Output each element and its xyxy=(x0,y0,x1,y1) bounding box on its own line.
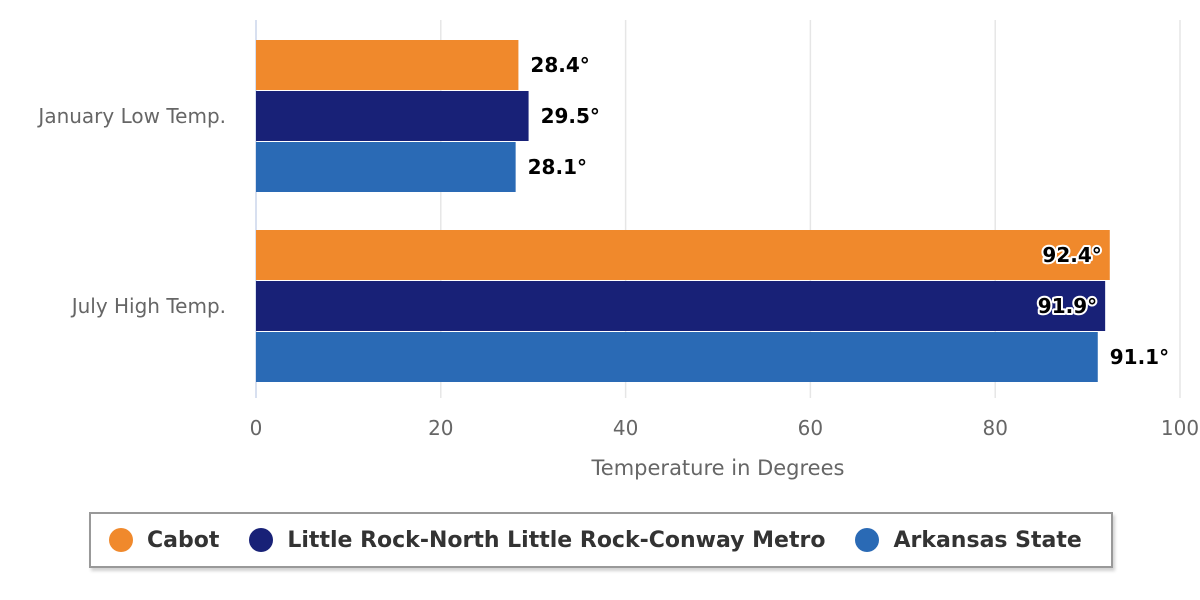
x-tick-label: 20 xyxy=(428,416,453,440)
legend-swatch-cabot xyxy=(109,528,133,552)
data-label: 91.9° xyxy=(1038,294,1097,318)
legend: Cabot Little Rock-North Little Rock-Conw… xyxy=(89,512,1113,568)
data-label: 28.4° xyxy=(530,53,589,77)
legend-item-arkansas-state[interactable]: Arkansas State xyxy=(855,527,1082,553)
x-tick-label: 40 xyxy=(613,416,638,440)
bars xyxy=(256,40,1110,382)
legend-item-little-rock-metro[interactable]: Little Rock-North Little Rock-Conway Met… xyxy=(249,528,825,553)
bar[interactable] xyxy=(256,281,1106,331)
x-tick-label: 0 xyxy=(250,416,263,440)
x-axis-title: Temperature in Degrees xyxy=(591,456,845,480)
legend-item-cabot[interactable]: Cabot xyxy=(109,528,219,553)
bar[interactable] xyxy=(256,142,516,192)
category-label: July High Temp. xyxy=(70,294,226,318)
data-label: 91.1° xyxy=(1110,345,1169,369)
legend-label: Cabot xyxy=(147,527,220,553)
legend-label: Little Rock-North Little Rock-Conway Met… xyxy=(287,527,826,553)
data-label: 92.4° xyxy=(1042,243,1101,267)
category-label: January Low Temp. xyxy=(36,104,226,128)
legend-label: Arkansas State xyxy=(893,527,1082,553)
x-tick-label: 60 xyxy=(798,416,823,440)
bar[interactable] xyxy=(256,230,1110,280)
legend-swatch-arkansas-state xyxy=(855,528,880,552)
bar[interactable] xyxy=(256,91,529,141)
bar[interactable] xyxy=(256,332,1098,382)
category-labels: January Low Temp. July High Temp. xyxy=(36,104,226,318)
bar-chart: 28.4° 29.5° 28.1° 92.4° 91.9° 91.1° January L… xyxy=(36,20,1199,480)
x-tick-label: 100 xyxy=(1161,416,1199,440)
bar[interactable] xyxy=(256,40,519,90)
legend-swatch-little-rock-metro xyxy=(249,528,274,552)
tick-labels: 0 20 40 60 80 100 xyxy=(250,416,1199,440)
x-tick-label: 80 xyxy=(982,416,1007,440)
data-label: 28.1° xyxy=(528,155,587,179)
data-labels: 28.4° 29.5° 28.1° 92.4° 91.9° 91.1° xyxy=(528,53,1169,369)
data-label: 29.5° xyxy=(541,104,600,128)
